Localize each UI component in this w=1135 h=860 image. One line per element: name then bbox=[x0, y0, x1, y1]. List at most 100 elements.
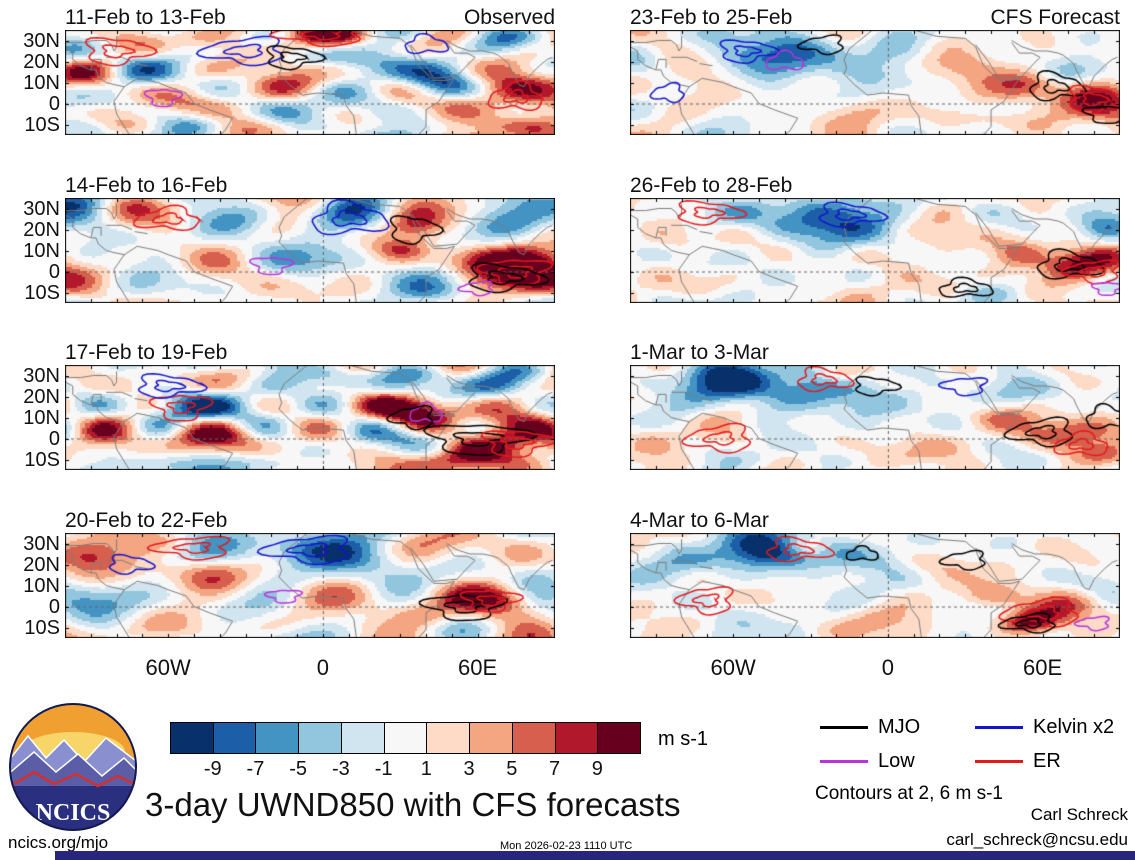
y-axis-tick-label: 30N bbox=[23, 364, 60, 387]
panel-title-row: 17-Feb to 19-Feb bbox=[65, 338, 555, 365]
y-axis-tick-label: 10N bbox=[23, 574, 60, 597]
x-axis-tick-label: 60W bbox=[710, 655, 756, 680]
x-axis-tick-label: 0 bbox=[881, 655, 895, 680]
y-axis-tick-label: 0 bbox=[48, 92, 60, 115]
panel-forecast-3: 1-Mar to 3-Mar bbox=[630, 338, 1120, 470]
generation-timestamp: Mon 2026-02-23 1110 UTC bbox=[500, 840, 633, 852]
mjo-line-swatch bbox=[820, 726, 868, 729]
y-axis-tick-label: 0 bbox=[48, 260, 60, 283]
colorbar-tick-label: 3 bbox=[463, 758, 475, 780]
y-axis-tick-label: 10S bbox=[24, 616, 60, 639]
site-url: ncics.org/mjo bbox=[8, 833, 109, 852]
colorbar-tick-label: -1 bbox=[374, 758, 393, 780]
colorbar-tick-label: 5 bbox=[506, 758, 518, 780]
y-axis-tick-label: 20N bbox=[23, 218, 60, 241]
map-canvas-forecast-3 bbox=[630, 365, 1120, 470]
colorbar-segment bbox=[212, 722, 257, 754]
colorbar-tick-label: -3 bbox=[332, 758, 350, 780]
panel-date-range: 17-Feb to 19-Feb bbox=[65, 341, 228, 364]
panel-forecast-4: 4-Mar to 6-Mar bbox=[630, 506, 1120, 638]
panel-observed-3: 17-Feb to 19-Feb bbox=[65, 338, 555, 470]
colorbar-segment bbox=[511, 722, 556, 754]
ncics-logo-graphic: NCICS bbox=[9, 703, 137, 831]
er-line-swatch bbox=[975, 760, 1023, 763]
map-canvas-observed-1 bbox=[65, 30, 555, 135]
y-axis-tick-label: 30N bbox=[23, 197, 60, 220]
legend-label-kelvin: Kelvin x2 bbox=[1033, 716, 1115, 738]
map-canvas-observed-4 bbox=[65, 533, 555, 638]
legend-label-low: Low bbox=[878, 750, 915, 772]
colorbar-segment bbox=[255, 722, 300, 754]
y-axis-tick-label: 10N bbox=[23, 71, 60, 94]
legend-item-er: ER bbox=[975, 750, 1061, 773]
x-axis-tick-label: 60W bbox=[145, 655, 191, 680]
panel-date-range: 20-Feb to 22-Feb bbox=[65, 509, 228, 532]
colorbar-tick-label: 7 bbox=[548, 758, 561, 780]
colorbar-segment bbox=[597, 722, 641, 754]
legend-item-kelvin: Kelvin x2 bbox=[975, 716, 1114, 739]
colorbar-tick-label: -9 bbox=[203, 758, 222, 780]
colorbar-tick-label: -7 bbox=[246, 758, 265, 780]
colorbar-units-label: m s-1 bbox=[658, 728, 708, 750]
x-axis-tick-label: 60E bbox=[1023, 655, 1063, 680]
panel-title-row: 23-Feb to 25-Feb CFS Forecast bbox=[630, 3, 1120, 30]
contour-interval-note: Contours at 2, 6 m s-1 bbox=[815, 783, 1003, 804]
figure-title: 3-day UWND850 with CFS forecasts bbox=[145, 786, 681, 823]
colorbar-segment bbox=[426, 722, 471, 754]
legend-label-er: ER bbox=[1033, 750, 1061, 772]
panel-title-row: 20-Feb to 22-Feb bbox=[65, 506, 555, 533]
y-axis-tick-label: 20N bbox=[23, 553, 60, 576]
colorbar-segment bbox=[298, 722, 342, 754]
panel-title-row: 11-Feb to 13-Feb Observed bbox=[65, 3, 555, 30]
panel-date-range: 14-Feb to 16-Feb bbox=[65, 174, 228, 197]
colorbar-segment bbox=[383, 722, 428, 754]
panel-date-range: 23-Feb to 25-Feb bbox=[630, 6, 793, 29]
x-axis-tick-label: 0 bbox=[316, 655, 330, 680]
panel-date-range: 26-Feb to 28-Feb bbox=[630, 174, 793, 197]
y-axis-tick-label: 10S bbox=[24, 281, 60, 304]
y-axis-tick-label: 20N bbox=[23, 50, 60, 73]
panel-date-range: 11-Feb to 13-Feb bbox=[65, 6, 226, 29]
kelvin-line-swatch bbox=[975, 726, 1023, 729]
colorbar-segment bbox=[170, 722, 214, 754]
y-axis-tick-label: 10S bbox=[24, 448, 60, 471]
y-axis-tick-label: 0 bbox=[48, 427, 60, 450]
y-axis-tick-label: 10N bbox=[23, 406, 60, 429]
colorbar-tick-label: -5 bbox=[289, 758, 308, 780]
map-canvas-forecast-4 bbox=[630, 533, 1120, 638]
legend-item-mjo: MJO bbox=[820, 716, 920, 739]
column-label-forecast: CFS Forecast bbox=[990, 6, 1120, 29]
ncics-logo-text: NCICS bbox=[36, 800, 111, 826]
map-canvas-forecast-2 bbox=[630, 198, 1120, 303]
x-axis-tick-label: 60E bbox=[458, 655, 498, 680]
panel-observed-4: 20-Feb to 22-Feb bbox=[65, 506, 555, 638]
author-credit: Carl Schreck bbox=[1030, 805, 1128, 824]
y-axis-tick-label: 10N bbox=[23, 239, 60, 262]
colorbar-tick-label: 9 bbox=[591, 758, 603, 780]
panel-title-row: 14-Feb to 16-Feb bbox=[65, 171, 555, 198]
panel-date-range: 1-Mar to 3-Mar bbox=[630, 341, 769, 364]
panel-forecast-2: 26-Feb to 28-Feb bbox=[630, 171, 1120, 303]
bottom-decorative-strip bbox=[55, 851, 1135, 860]
legend-label-mjo: MJO bbox=[878, 716, 921, 738]
y-axis-tick-label: 30N bbox=[23, 532, 60, 555]
panel-forecast-1: 23-Feb to 25-Feb CFS Forecast bbox=[630, 3, 1120, 135]
ncics-logo: NCICS bbox=[6, 700, 140, 834]
panel-title-row: 4-Mar to 6-Mar bbox=[630, 506, 1120, 533]
low-line-swatch bbox=[820, 760, 868, 763]
panel-date-range: 4-Mar to 6-Mar bbox=[630, 509, 769, 532]
panel-observed-1: 11-Feb to 13-Feb Observed bbox=[65, 3, 555, 135]
colorbar-segment bbox=[469, 722, 513, 754]
colorbar-segment bbox=[340, 722, 385, 754]
panel-title-row: 1-Mar to 3-Mar bbox=[630, 338, 1120, 365]
map-canvas-observed-3 bbox=[65, 365, 555, 470]
column-label-observed: Observed bbox=[463, 6, 555, 29]
map-canvas-forecast-1 bbox=[630, 30, 1120, 135]
y-axis-tick-label: 0 bbox=[48, 595, 60, 618]
legend-item-low: Low bbox=[820, 750, 915, 773]
colorbar-tick-label: 1 bbox=[420, 758, 432, 780]
panel-observed-2: 14-Feb to 16-Feb bbox=[65, 171, 555, 303]
y-axis-tick-label: 20N bbox=[23, 385, 60, 408]
map-canvas-observed-2 bbox=[65, 198, 555, 303]
